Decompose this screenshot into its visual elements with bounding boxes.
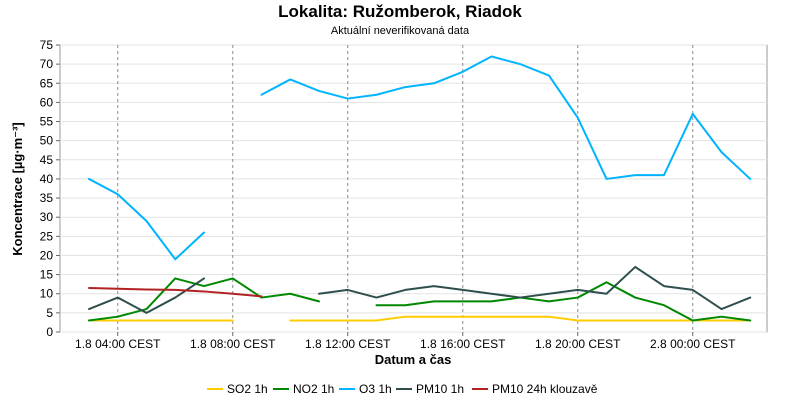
y-axis: 0 5 10 15 20 25 30 35 40 45 50 55 60 65 70 75 (40, 38, 60, 339)
x-axis: 1.8 04:00 CEST 1.8 08:00 CEST 1.8 12:00 CE… (75, 332, 736, 351)
series-group (88, 55, 752, 322)
plot-area (59, 44, 768, 333)
y-tick-label: 65 (40, 76, 54, 90)
y-tick-label: 15 (40, 268, 54, 282)
legend: SO2 1h NO2 1h O3 1h PM10 1h PM10 24h klouzav… (207, 382, 598, 396)
y-tick-label: 35 (40, 191, 54, 205)
chart-subtitle: Aktuální neverifikovaná data (331, 25, 470, 37)
y-tick-label: 0 (46, 325, 53, 339)
y-axis-title: Koncentrace [µg·m⁻³] (10, 122, 25, 256)
y-tick-label: 25 (40, 229, 54, 243)
x-tick-label: 1.8 16:00 CEST (420, 337, 506, 351)
y-tick-label: 75 (40, 38, 54, 52)
x-axis-title: Datum a čas (375, 352, 452, 367)
legend-label: PM10 24h klouzavě (492, 382, 598, 396)
grid (60, 44, 767, 333)
y-tick-label: 5 (46, 306, 53, 320)
y-tick-label: 40 (40, 172, 54, 186)
y-tick-label: 45 (40, 153, 54, 167)
x-tick-label: 2.8 00:00 CEST (650, 337, 736, 351)
y-tick-label: 70 (40, 57, 54, 71)
x-tick-label: 1.8 04:00 CEST (75, 337, 161, 351)
legend-label: NO2 1h (293, 382, 334, 396)
series-line-so2-1h (88, 315, 752, 322)
y-tick-label: 30 (40, 210, 54, 224)
legend-label: SO2 1h (227, 382, 268, 396)
chart-title: Lokalita: Ružomberok, Riadok (278, 2, 522, 21)
x-tick-label: 1.8 20:00 CEST (535, 337, 621, 351)
y-tick-label: 10 (40, 287, 54, 301)
y-tick-label: 50 (40, 134, 54, 148)
y-tick-label: 55 (40, 115, 54, 129)
series-line-pm10-24h-klouzav (88, 286, 263, 298)
legend-label: PM10 1h (416, 382, 464, 396)
y-tick-label: 20 (40, 248, 54, 262)
x-tick-label: 1.8 12:00 CEST (305, 337, 391, 351)
x-tick-label: 1.8 08:00 CEST (190, 337, 276, 351)
legend-label: O3 1h (359, 382, 392, 396)
series-line-o3-1h (88, 55, 752, 261)
series-line-no2-1h (88, 277, 752, 322)
y-tick-label: 60 (40, 95, 54, 109)
